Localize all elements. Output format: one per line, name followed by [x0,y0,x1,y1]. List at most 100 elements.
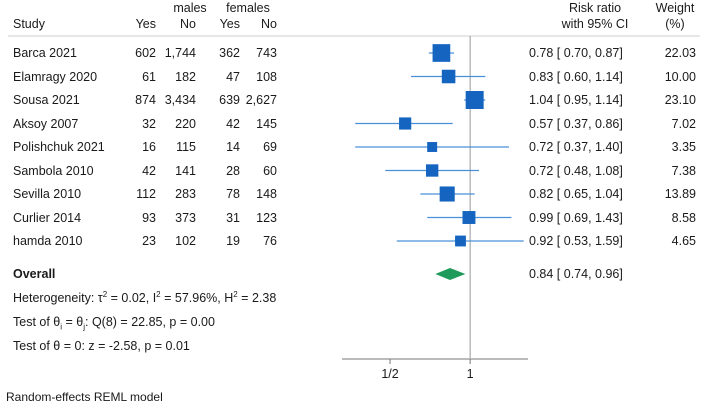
females-yes-value: 639 [219,93,240,107]
overall-label: Overall [13,267,56,281]
males-yes-value: 16 [142,140,156,154]
males-yes-value: 32 [142,116,156,131]
homogeneity-test: Test of θi = θj: Q(8) = 22.85, p = 0.00 [13,314,215,332]
study-marker [465,91,484,109]
col-header-weight-unit: (%) [665,17,685,31]
col-header-rr-ci: with 95% CI [561,17,629,31]
males-no-value: 115 [176,140,196,154]
homog-mid: = θ [62,315,84,329]
females-no-value: 123 [256,210,277,225]
males-no-value: 373 [175,210,196,225]
study-marker [427,142,438,152]
overall-ci-text: 0.84 [ 0.74, 0.96] [529,267,623,281]
homog-sub-i: i [60,322,63,332]
males-no-value: 283 [175,187,196,201]
effect-test: Test of θ = 0: z = -2.58, p = 0.01 [13,339,190,353]
study-ci-text: 0.92 [ 0.53, 1.59] [529,234,623,248]
males-yes-value: 93 [142,210,156,225]
col-header-males: males [173,1,207,15]
study-name: Sevilla 2010 [13,187,82,201]
study-weight: 4.65 [671,234,696,248]
males-no-value: 3,434 [164,93,196,107]
study-marker [441,69,456,84]
females-no-value: 108 [256,69,277,84]
study-name: Sousa 2021 [13,93,80,107]
study-ci-text: 0.83 [ 0.60, 1.14] [529,69,623,84]
study-name: Curlier 2014 [13,210,82,225]
males-yes-value: 61 [142,69,156,84]
males-yes-value: 874 [135,93,156,107]
h-sup: 2 [233,289,238,299]
heterogeneity-tau-label: Heterogeneity: τ [13,291,103,305]
study-ci-text: 0.78 [ 0.70, 0.87] [529,46,623,60]
homog-rest: : Q(8) = 22.85, p = 0.00 [85,315,215,329]
females-yes-value: 42 [226,116,240,131]
study-weight: 3.35 [671,140,696,154]
i-value: = 57.96%, H [160,291,234,305]
h-value: = 2.38 [237,291,277,305]
females-yes-value: 362 [219,46,240,60]
study-marker [439,186,455,202]
overall-diamond [435,268,466,280]
col-header-males-no: No [180,17,196,31]
study-name: Aksoy 2007 [13,116,79,131]
females-yes-value: 28 [226,163,240,178]
col-header-females: females [226,1,270,15]
col-header-rr: Risk ratio [568,1,622,15]
col-header-females-no: No [261,17,277,31]
tau-value: = 0.02, I [107,291,157,305]
footnote: Random-effects REML model [6,390,163,404]
study-weight: 23.10 [664,93,696,107]
males-no-value: 1,744 [164,46,196,60]
males-yes-value: 42 [142,163,156,178]
study-weight: 10.00 [664,69,696,84]
females-no-value: 743 [256,46,277,60]
females-no-value: 60 [263,163,277,178]
study-marker [455,235,466,247]
males-yes-value: 23 [142,234,156,248]
col-header-females-yes: Yes [219,17,240,31]
col-header-weight: Weight [655,1,695,15]
study-weight: 7.38 [671,163,696,178]
females-yes-value: 19 [226,234,240,248]
study-ci-text: 0.99 [ 0.69, 1.43] [529,210,623,225]
study-name: hamda 2010 [13,234,83,248]
study-name: Barca 2021 [13,46,77,60]
study-weight: 22.03 [664,46,696,60]
study-marker [432,44,451,62]
i-sup: 2 [156,289,161,299]
study-name: Elamragy 2020 [13,69,98,84]
females-no-value: 76 [263,234,277,248]
females-no-value: 2,627 [245,93,277,107]
females-yes-value: 31 [226,210,240,225]
males-no-value: 102 [175,234,196,248]
col-header-males-yes: Yes [135,17,156,31]
x-tick-label: 1 [467,367,474,381]
females-no-value: 69 [263,140,277,154]
tau-sup: 2 [102,289,108,299]
study-weight: 7.02 [671,116,696,131]
homog-prefix: Test of θ [13,315,61,329]
study-ci-text: 0.72 [ 0.48, 1.08] [529,163,623,178]
study-name: Sambola 2010 [13,163,94,178]
study-name: Polishchuk 2021 [13,140,105,154]
study-marker [462,211,476,224]
males-no-value: 182 [175,69,196,84]
females-no-value: 148 [256,187,277,201]
males-yes-value: 112 [136,187,156,201]
heterogeneity-stats: Heterogeneity: τ2 = 0.02, I2 = 57.96%, H… [13,290,276,306]
study-weight: 8.58 [671,210,696,225]
study-ci-text: 0.57 [ 0.37, 0.86] [529,116,623,131]
females-yes-value: 78 [226,187,240,201]
study-weight: 13.89 [664,187,696,201]
study-ci-text: 0.82 [ 0.65, 1.04] [529,187,623,201]
study-marker [399,117,412,130]
homog-sub-j: j [83,322,86,332]
col-header-study: Study [13,17,45,31]
females-no-value: 145 [256,116,277,131]
study-marker [425,164,439,177]
males-yes-value: 602 [135,46,156,60]
females-yes-value: 14 [226,140,240,154]
females-yes-value: 47 [226,69,240,84]
